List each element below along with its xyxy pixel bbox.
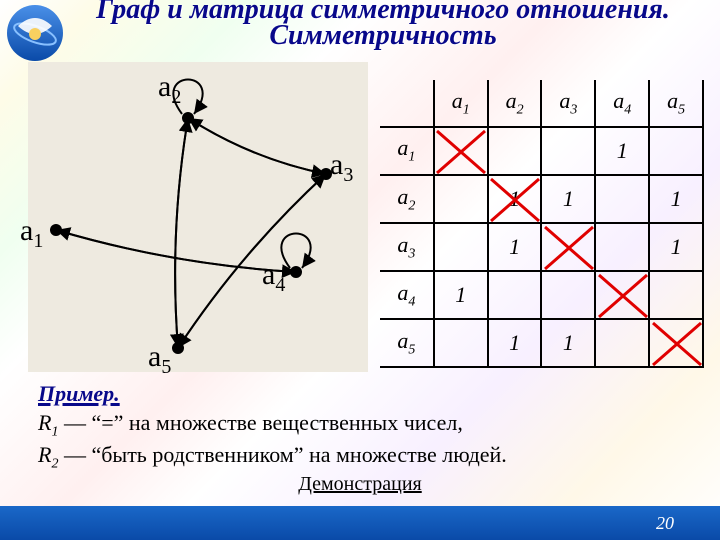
node-label-a5: a5 — [148, 340, 171, 379]
title-line-2: Симметричность — [56, 20, 710, 52]
matrix-table: a1a2a3a4a5a11a2111a311a41a511 — [380, 80, 704, 368]
node-label-a4: a4 — [262, 258, 285, 297]
node-label-a1: a1 — [20, 214, 43, 253]
example-header: Пример. — [38, 381, 120, 406]
example-r1: R1 — “=” на множестве вещественных чисел… — [38, 410, 463, 435]
graph-svg — [28, 62, 368, 372]
example-block: Пример. R1 — “=” на множестве вещественн… — [38, 380, 680, 474]
demo-link[interactable]: Демонстрация — [0, 473, 720, 496]
node-label-a2: a2 — [158, 70, 181, 109]
graph-panel: a1a2a3a4a5 — [28, 62, 368, 372]
example-r2: R2 — “быть родственником” на множестве л… — [38, 442, 507, 467]
node-label-a3: a3 — [330, 148, 353, 187]
page-number: 20 — [656, 513, 674, 534]
bottom-band — [0, 506, 720, 540]
